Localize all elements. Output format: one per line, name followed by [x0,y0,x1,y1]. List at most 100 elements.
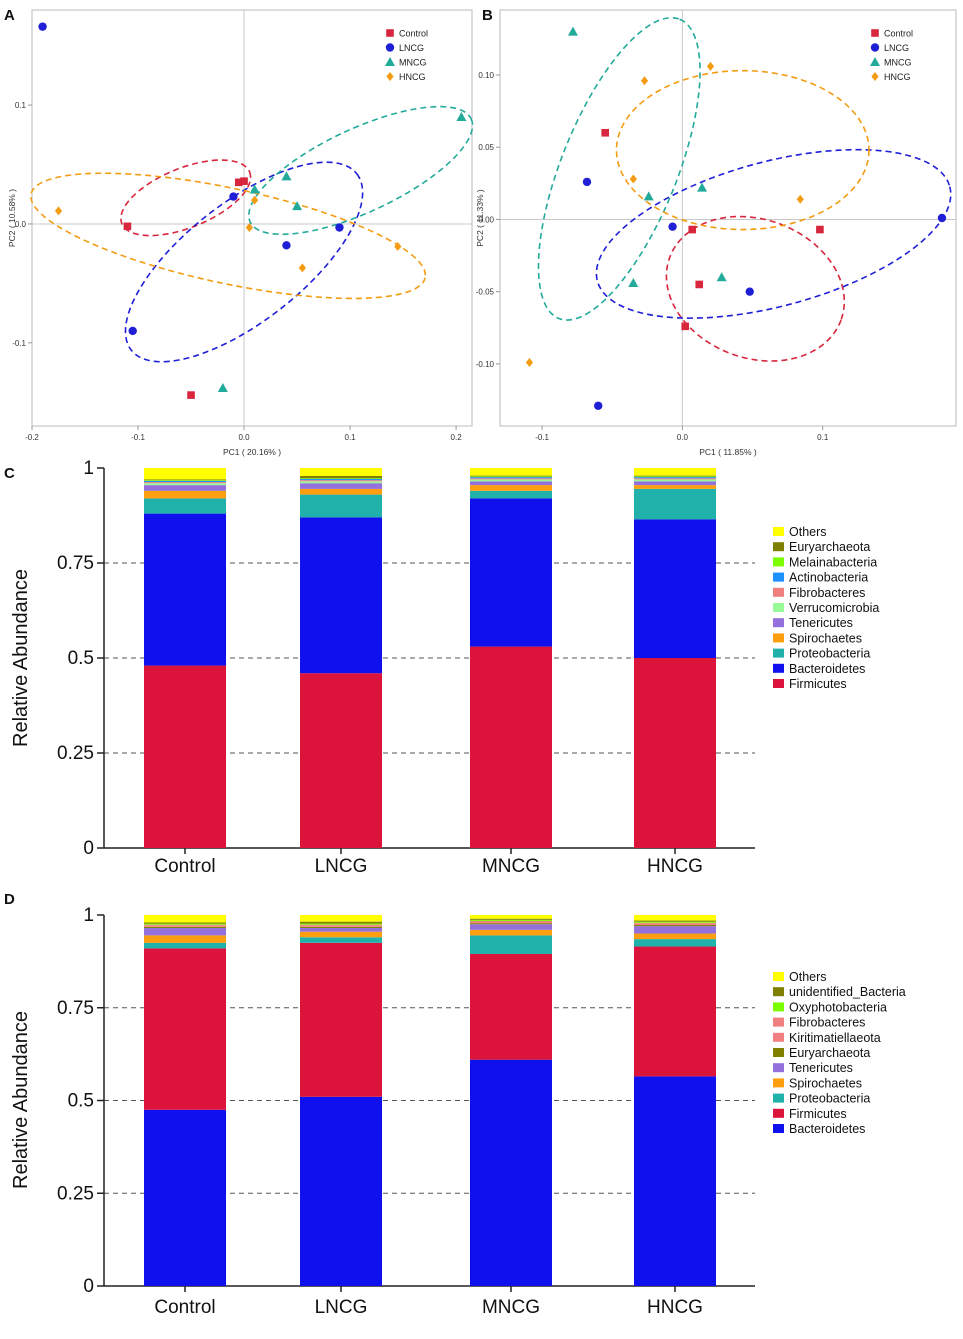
legend-swatch-bacteroidetes [773,663,784,673]
bar-segment-fibrobacteres [144,924,226,926]
y-tick-label: 1 [83,458,94,479]
bar-segment-bacteroidetes [634,1076,716,1286]
legend-label: HNCG [399,72,426,82]
bar-segment-euryarchaeota [634,475,716,477]
bar-segment-spirochaetes [144,490,226,499]
legend-label: Bacteroidetes [789,1122,865,1136]
bar-segment-fibrobacteres [634,478,716,480]
legend-swatch-tenericutes [773,618,784,628]
bar-segment-unidentified_bacteria [300,921,382,924]
bar-segment-others [470,468,552,476]
point-lncg [282,241,291,250]
bar-segment-proteobacteria [470,490,552,499]
legend-label: HNCG [884,72,911,82]
x-tick-label: LNCG [315,1297,368,1318]
bar-segment-tenericutes [144,927,226,936]
bar-segment-spirochaetes [300,931,382,938]
bar-segment-kiritimatiellaeota [300,925,382,927]
y-axis-label: Relative Abundance [10,1011,32,1189]
y-tick-label: 0.75 [57,998,94,1019]
point-lncg [937,213,947,223]
y-tick-label: 1 [83,905,94,926]
legend-swatch-firmicutes [773,679,784,688]
confidence-ellipse-control [665,215,846,362]
point-control [816,225,824,234]
point-mncg [697,182,708,192]
point-control [681,322,690,331]
point-hncg [629,174,637,184]
legend-label: Firmicutes [789,677,847,691]
legend-swatch-others [773,527,784,536]
point-mncg [249,184,260,194]
x-tick-label: HNCG [647,856,703,877]
bar-segment-bacteroidetes [144,1109,226,1286]
panel-letter-d: D [4,891,15,908]
point-mncg [292,201,303,211]
legend-label: Melainabacteria [789,555,877,569]
y-tick-label: 0.00 [478,215,494,224]
y-tick-label: 0.0 [15,220,27,229]
y-tick-label: 0 [83,838,94,859]
bar-segment-actinobacteria [300,479,382,481]
confidence-ellipse-hncg [615,69,870,231]
bar-segment-fibrobacteres [470,920,552,923]
x-tick-label: LNCG [315,856,368,877]
point-hncg [394,242,402,252]
point-hncg [245,223,253,233]
point-lncg [128,326,137,336]
point-lncg [594,401,603,410]
legend-swatch-unidentified_bacteria [773,987,784,997]
legend-marker-mncg [385,57,395,66]
bar-segment-tenericutes [470,924,552,930]
bar-segment-spirochaetes [470,485,552,491]
point-hncg [796,194,804,204]
point-hncg [706,61,715,71]
legend-label: Kiritimatiellaeota [789,1031,881,1045]
bar-segment-others [634,915,716,921]
bar-segment-tenericutes [144,485,226,491]
legend-swatch-tenericutes [773,1063,784,1073]
point-control [240,177,248,185]
bar-segment-tenericutes [300,483,382,489]
y-tick-label: 0.5 [68,1091,94,1112]
point-hncg [640,76,649,86]
bar-segment-tenericutes [300,927,382,932]
panel-letter-c: C [4,465,15,482]
y-tick-label: -0.05 [476,288,495,297]
confidence-ellipse-mncg [537,16,701,321]
legend-swatch-actinobacteria [773,572,784,582]
bar-segment-unidentified_bacteria [144,922,226,924]
bar-segment-firmicutes [144,665,226,848]
point-control [695,280,704,289]
point-hncg [54,206,63,216]
legend-marker-mncg [870,57,880,66]
bar-segment-euryarchaeota [300,475,382,479]
y-tick-label: 0.5 [68,648,94,669]
legend-marker-control [386,29,394,37]
bar-segment-proteobacteria [470,935,552,954]
legend-swatch-fibrobacteres [773,587,784,597]
bar-segment-spirochaetes [470,929,552,936]
bar-segment-bacteroidetes [300,517,382,674]
point-control [234,178,243,187]
point-control [123,222,132,231]
legend-swatch-verrucomicrobia [773,603,784,612]
bar-segment-verrucomicrobia [634,479,716,482]
legend-label: MNCG [884,58,912,68]
legend-swatch-others [773,972,784,981]
x-tick-label: 0.2 [451,433,463,442]
bar-segment-others [300,468,382,476]
bar-segment-actinobacteria [470,477,552,479]
legend-label: Tenericutes [789,616,853,630]
point-mncg [217,382,228,392]
point-control [187,391,195,399]
x-tick-label: -0.1 [131,433,145,442]
bar-segment-others [634,468,716,476]
legend-swatch-proteobacteria [773,648,784,658]
bar-segment-unidentified_bacteria [634,920,716,922]
legend-label: MNCG [399,58,427,68]
bar-segment-euryarchaeota [634,925,716,927]
legend-label: Verrucomicrobia [789,601,879,615]
bar-segment-firmicutes [144,948,226,1110]
y-axis-label: Relative Abundance [10,569,32,747]
